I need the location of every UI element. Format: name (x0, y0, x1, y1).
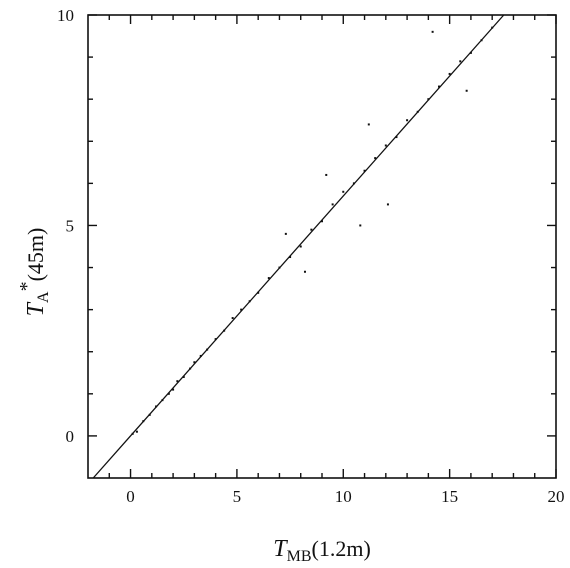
data-point (331, 203, 334, 206)
data-point (303, 270, 306, 273)
data-point (431, 30, 434, 33)
data-point (448, 72, 451, 75)
x-tick-label: 0 (126, 487, 135, 506)
y-tick-label: 10 (57, 6, 74, 25)
x-axis-title: TMB(1.2m) (273, 536, 371, 565)
x-tick-label: 20 (548, 487, 565, 506)
x-tick-label: 15 (441, 487, 458, 506)
x-axis-var: T (273, 536, 288, 562)
data-point (182, 375, 185, 378)
data-point (367, 123, 370, 126)
y-axis-title: TA*(45m) (16, 228, 52, 317)
data-point (374, 157, 377, 160)
data-point (299, 245, 302, 248)
data-point (167, 392, 170, 395)
data-point (465, 89, 468, 92)
data-point (172, 388, 175, 391)
y-axis-sub: A (35, 291, 52, 303)
x-tick-label: 10 (335, 487, 352, 506)
y-tick-label: 5 (66, 216, 75, 235)
data-point (135, 430, 138, 433)
data-point (176, 380, 179, 383)
x-axis-rest: (1.2m) (312, 536, 371, 561)
data-point (342, 190, 345, 193)
y-tick-label: 0 (66, 427, 75, 446)
y-axis-sup: * (16, 281, 38, 291)
x-tick-label: 5 (233, 487, 242, 506)
plot-frame (87, 14, 557, 479)
data-point (231, 317, 234, 320)
data-point (384, 144, 387, 147)
data-point (359, 224, 362, 227)
y-axis-var: T (23, 301, 49, 316)
data-point (321, 220, 323, 223)
axis-ticks (88, 14, 557, 478)
data-point (267, 277, 270, 280)
data-point (240, 308, 243, 311)
data-point (459, 60, 462, 63)
data-point (438, 85, 440, 88)
data-point (310, 228, 313, 231)
data-point (406, 119, 409, 122)
x-axis-sub: MB (287, 548, 312, 565)
data-point (325, 173, 328, 176)
data-point (284, 232, 287, 235)
data-point (395, 136, 398, 139)
data-point (289, 256, 292, 259)
data-point (363, 169, 366, 172)
fit-line (92, 14, 505, 479)
tick-labels: 0 5 10 15 20 0 5 10 (57, 6, 565, 506)
data-point (386, 203, 389, 206)
y-axis-rest: (45m) (23, 228, 48, 282)
data-point (193, 361, 196, 364)
